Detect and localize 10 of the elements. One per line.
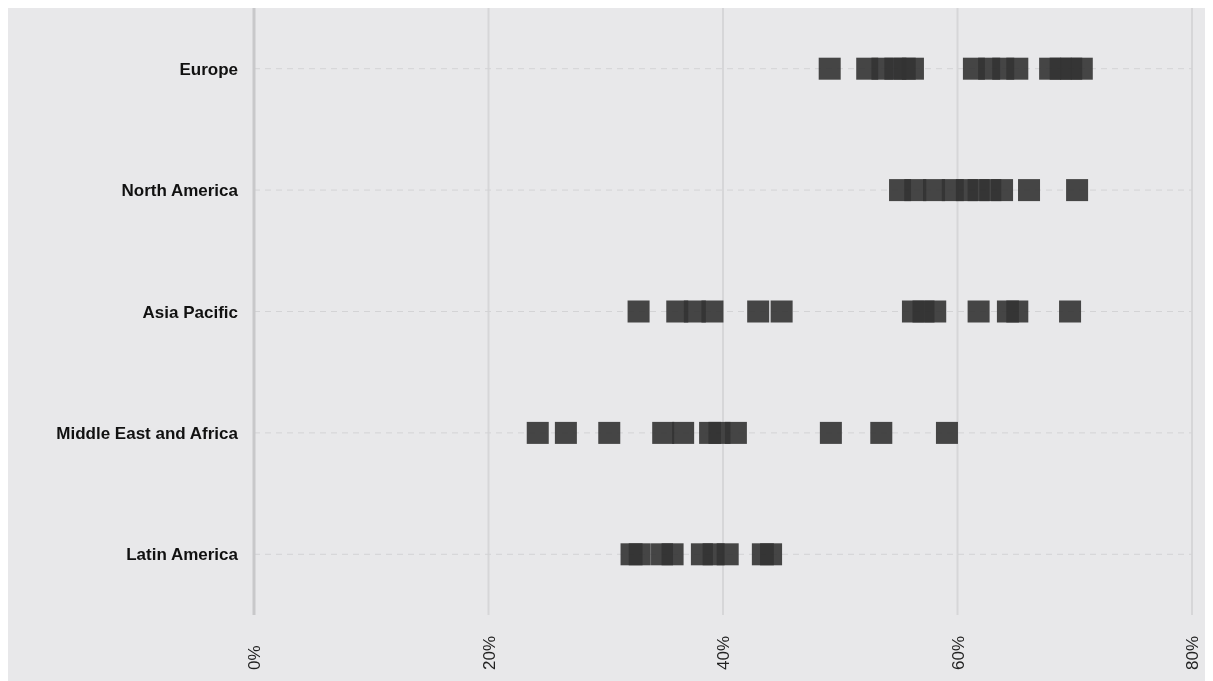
- x-tick-label: 20%: [479, 635, 499, 670]
- y-tick-label: Europe: [179, 59, 238, 79]
- y-tick-label: Middle East and Africa: [56, 423, 239, 443]
- x-tick-label: 40%: [714, 635, 733, 670]
- y-tick-label: Asia Pacific: [142, 302, 238, 322]
- x-tick-label: 0%: [245, 645, 264, 670]
- x-tick-label: 60%: [948, 635, 968, 670]
- x-tick-label: 80%: [1183, 635, 1202, 670]
- y-tick-label: Latin America: [126, 545, 239, 565]
- y-tick-label: North America: [121, 181, 239, 201]
